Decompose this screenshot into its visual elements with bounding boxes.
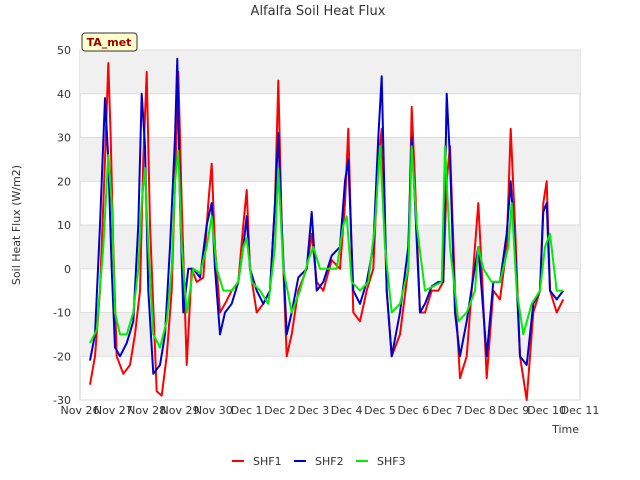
x-tick-label: Dec 7 bbox=[431, 404, 463, 417]
legend-item-shf3: SHF3 bbox=[356, 455, 406, 468]
legend-label: SHF3 bbox=[377, 455, 406, 468]
legend-item-shf1: SHF1 bbox=[232, 455, 282, 468]
ta-met-badge-box bbox=[81, 32, 138, 52]
plot-band bbox=[80, 137, 580, 182]
x-tick-label: Dec 3 bbox=[297, 404, 329, 417]
ta-met-badge: TA_met bbox=[81, 32, 138, 52]
series-lines bbox=[89, 57, 565, 401]
series-line-shf1 bbox=[89, 62, 565, 401]
legend-label: SHF1 bbox=[253, 455, 282, 468]
y-tick-label: -10 bbox=[53, 307, 71, 320]
ta-met-badge-text: TA_met bbox=[87, 36, 132, 49]
x-tick-label: Dec 5 bbox=[364, 404, 396, 417]
x-axis-label: Time bbox=[551, 423, 579, 436]
y-tick-label: 0 bbox=[64, 263, 71, 276]
y-tick-label: 20 bbox=[57, 175, 71, 188]
legend-item-shf2: SHF2 bbox=[294, 455, 344, 468]
x-tick-label: Dec 2 bbox=[264, 404, 296, 417]
x-tick-label: Dec 6 bbox=[397, 404, 429, 417]
y-axis-ticks: -30 -20 -10 0 10 20 30 40 50 bbox=[53, 44, 71, 407]
x-tick-label: Dec 1 bbox=[231, 404, 263, 417]
x-tick-label: Nov 28 bbox=[127, 404, 166, 417]
y-axis-label: Soil Heat Flux (W/m2) bbox=[10, 165, 23, 285]
legend: SHF1 SHF2 SHF3 bbox=[232, 455, 406, 468]
series-line-shf3 bbox=[89, 145, 564, 349]
x-tick-label: Dec 11 bbox=[561, 404, 600, 417]
x-tick-label: Dec 9 bbox=[497, 404, 529, 417]
y-tick-label: -20 bbox=[53, 350, 71, 363]
grid-lines bbox=[80, 49, 580, 401]
chart-title: Alfalfa Soil Heat Flux bbox=[251, 4, 386, 19]
y-tick-label: 40 bbox=[57, 88, 71, 101]
y-tick-label: 50 bbox=[57, 44, 71, 57]
x-tick-label: Nov 30 bbox=[194, 404, 233, 417]
y-tick-label: -30 bbox=[53, 394, 71, 407]
y-tick-label: 10 bbox=[57, 219, 71, 232]
x-tick-label: Nov 29 bbox=[161, 404, 200, 417]
x-tick-label: Nov 27 bbox=[94, 404, 133, 417]
x-tick-label: Dec 10 bbox=[527, 404, 566, 417]
x-tick-label: Nov 26 bbox=[61, 404, 100, 417]
x-tick-label: Dec 8 bbox=[464, 404, 496, 417]
legend-label: SHF2 bbox=[315, 455, 344, 468]
plot-band bbox=[80, 50, 580, 94]
y-tick-label: 30 bbox=[57, 132, 71, 145]
x-tick-label: Dec 4 bbox=[331, 404, 363, 417]
